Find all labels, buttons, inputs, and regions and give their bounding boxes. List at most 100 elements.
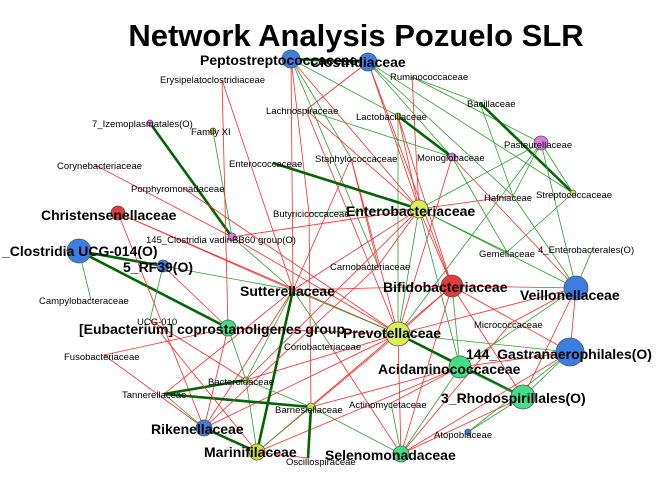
node-label-bacillaceae: Bacillaceae (467, 99, 516, 110)
edge-staphylococ-prevotell (350, 157, 399, 335)
edge-veillonell-rhodospir (522, 287, 577, 398)
edge-pasteurell-hafniaceae (512, 142, 542, 197)
edge-rhodospir-selenomonad (400, 396, 524, 455)
node-label-enterobact: Enterobacteriaceae (346, 203, 475, 219)
edge-monoglob-gemellaceae (451, 156, 508, 253)
edge-lachnospir-enterobact (305, 109, 420, 210)
edge-veillonell-prevotell (397, 287, 577, 335)
node-peptostrep (281, 49, 301, 69)
edge-staphylococ-sutterell (292, 157, 352, 291)
edge-pasteurell-prevotell (397, 142, 542, 335)
edge-tannerell-barnesiell (163, 392, 312, 409)
edge-ruminococ-bacillaceae (411, 76, 481, 104)
node-label-enterococ: Enterococcaceae (229, 159, 302, 170)
edge-gastranaero-selenomonad (400, 351, 571, 455)
edge-bacillaceae-streptococ (479, 102, 574, 194)
edge-enterobact-acidaminococ (418, 208, 461, 368)
node-label-actinomycet: Actinomycetaceae (349, 400, 427, 411)
edge-enterobact-carnobact (377, 208, 420, 267)
edge-prevotell-eubacterium (227, 327, 399, 335)
node-marinifil (248, 443, 266, 461)
node-label-rikenell: Rikenellaceae (151, 421, 244, 437)
node-acidaminococ (448, 355, 472, 379)
edge-pasteurell-streptococ (540, 142, 574, 194)
node-label-barnesiell: Barnesiellaceae (275, 405, 343, 416)
node-label-atopobi: Atopobiaceae (434, 430, 492, 441)
edge-monoglob-prevotell (397, 156, 453, 335)
edge-izemoplasmatales-clostvadin (148, 122, 234, 238)
edge-porphyromon-prevotell (182, 187, 399, 335)
node-streptococ (569, 189, 577, 197)
edge-eubacterium-rikenell (203, 327, 229, 429)
node-label-hafniaceae: Hafniaceae (484, 193, 532, 204)
edge-layer (78, 57, 594, 459)
edge-gastranaero-acidaminococ (459, 351, 571, 368)
node-label-bacteroid: Bacteroidaceae (208, 377, 274, 388)
node-label-pasteurell: Pasteurellaceae (504, 140, 572, 151)
node-layer (66, 49, 589, 463)
edge-christensen-rikenell (117, 212, 205, 429)
edge-prevotell-rikenell (203, 333, 399, 429)
edge-sutterell-coriobact (292, 289, 331, 346)
node-label-izemoplasmatales: 7_Izemoplasmatales(O) (92, 119, 193, 130)
edge-hafniaceae-veillonell (512, 195, 577, 289)
edge-barnesiell-selenomonad (310, 406, 402, 455)
node-label-ucg010: UCG-010 (137, 317, 177, 328)
node-rhodospir (510, 384, 536, 410)
node-label-lactobacill: Lactobacillaceae (356, 112, 427, 123)
node-label-corynebact: Corynebacteriaceae (57, 161, 142, 172)
edge-ruminococ-enterobact (411, 76, 420, 210)
edge-pasteurell-veillonell (540, 142, 577, 289)
node-label-staphylococ: Staphylococcaceae (315, 154, 397, 165)
edge-clostridiaceae-bifidobact (367, 61, 453, 287)
page-title: Network Analysis Pozuelo SLR (128, 18, 584, 53)
node-label-streptococ: Streptococcaceae (536, 190, 612, 201)
node-izemoplasmatales (146, 119, 154, 127)
node-label-fusobact: Fusobacteriaceae (64, 352, 140, 363)
edge-peptostrep-staphylococ (290, 58, 352, 159)
edge-bifidobact-rhodospir (451, 285, 524, 398)
edge-sutterell-tannerell (163, 289, 294, 395)
edge-bifidobact-selenomonad (400, 285, 453, 455)
edge-acidaminococ-marinifil (256, 366, 461, 453)
edge-corynebact-clostvadin (94, 164, 233, 238)
node-bacteroid (242, 376, 250, 384)
edge-ruminococ-pasteurell (411, 76, 542, 144)
node-barnesiell (306, 402, 316, 412)
node-label-gastranaero: 144_Gastranaerophilales(O) (466, 346, 652, 362)
node-monoglob (447, 152, 457, 162)
node-label-acidaminococ: Acidaminococcaceae (378, 361, 521, 377)
edge-rikenell-marinifil (203, 426, 258, 454)
edge-lactobacill-monoglob (397, 114, 453, 159)
edge-lachnospir-prevotell (305, 109, 399, 335)
node-clostridiaceae (358, 52, 378, 72)
node-label-gemellaceae: Gemellaceae (479, 249, 535, 260)
node-pasteurell (533, 135, 549, 151)
node-label-erysipelato: Erysipelatoclostridiaceae (160, 75, 265, 86)
node-prevotell (385, 321, 411, 347)
node-rikenell (195, 419, 213, 437)
node-enterobact (409, 199, 429, 219)
node-label-rf39: 5_RF39(O) (123, 259, 193, 275)
node-label-porphyromon: Porphyromonadaceae (131, 184, 224, 195)
node-christensen (110, 205, 126, 221)
node-label-campylobact: Campylobacteraceae (39, 296, 129, 307)
node-label-ruminococ: Ruminococcaceae (390, 72, 468, 83)
edge-ucg010-bacteroid (149, 319, 247, 381)
node-label-sutterell: Sutterellaceae (240, 283, 335, 299)
edge-enterobact-veillonell (418, 208, 577, 289)
edge-rf39-eubacterium (162, 265, 229, 329)
node-label-marinifil: Marinifilaceae (204, 444, 297, 460)
node-lactobacill (394, 112, 402, 120)
node-veillonell (563, 275, 589, 301)
node-label-tannerell: Tannerellaceae (122, 390, 186, 401)
node-label-veillonell: Veillonellaceae (520, 287, 620, 303)
edge-butyricicoc-barnesiell (308, 212, 312, 408)
edge-hafniaceae-enterobact (418, 195, 514, 210)
edge-tannerell-rikenell (163, 393, 205, 429)
edge-enterobact-bifidobact (418, 208, 453, 287)
edge-lactobacill-bifidobact (397, 115, 453, 287)
edge-barnesiell-oscillospir (306, 406, 313, 459)
node-label-clostucg014: _Clostridia UCG-014(O) (1, 243, 158, 259)
